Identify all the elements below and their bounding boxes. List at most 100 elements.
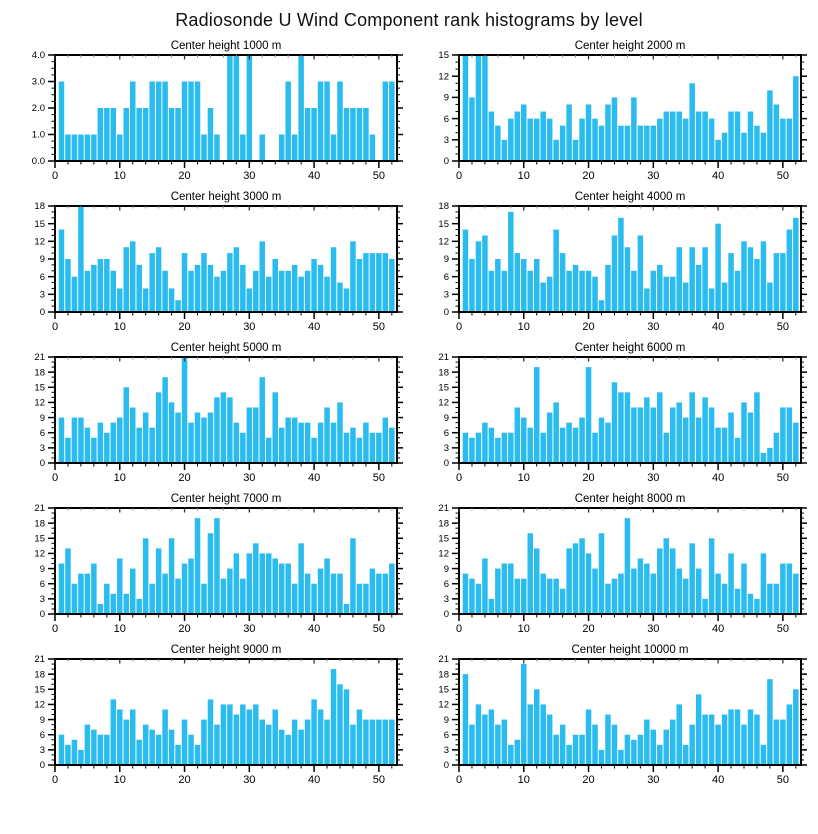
bar [298,276,304,312]
y-tick-label: 9 [40,564,45,575]
bar [91,134,97,161]
bar [356,108,363,161]
bar [58,417,65,463]
bar [168,288,175,312]
bar [285,563,291,614]
bar [285,81,291,161]
bar [110,270,117,312]
bar [734,709,741,765]
x-tick-label: 40 [308,170,320,182]
bar [793,217,799,312]
y-axis-ticks [48,507,403,615]
bar [142,412,149,463]
bars [462,367,799,463]
bar [337,573,343,614]
bar [598,417,605,463]
bar [741,241,747,312]
x-tick-label: 40 [308,472,320,484]
bar [527,533,534,614]
bar [715,139,721,161]
bar [572,264,579,312]
bar [227,704,233,765]
bar [389,259,395,312]
bar [311,108,317,161]
bar [631,739,637,765]
x-tick-label: 20 [582,170,594,182]
bar [136,598,142,614]
bar [253,704,259,765]
bar [618,749,624,765]
bar [689,392,695,463]
y-axis-ticks [452,54,807,162]
bar [501,270,508,312]
bar [369,568,376,614]
bar [181,563,188,614]
bar [78,749,84,765]
y-tick-label: 3 [444,745,449,756]
y-tick-label: 6 [40,579,45,590]
bar [579,417,585,463]
bar [291,264,298,312]
y-tick-label: 0 [444,760,449,771]
bar [253,543,259,614]
bar [695,111,702,161]
bar [702,714,708,765]
x-axis-ticks [54,659,393,772]
bar [233,714,240,765]
y-tick-label: 18 [438,201,449,212]
y-tick-label: 15 [438,684,449,695]
bar [663,538,670,614]
y-tick-label: 18 [438,669,449,680]
bar [521,578,527,614]
y-tick-label: 3 [444,135,449,146]
bar [110,108,117,161]
x-tick-label: 50 [777,170,789,182]
x-tick-label: 0 [456,321,462,333]
x-tick-label: 0 [52,623,58,635]
bar [533,259,540,312]
y-tick-label: 3 [40,745,45,756]
x-tick-label: 10 [114,170,126,182]
bar [605,104,611,161]
bars [58,669,395,765]
histogram-panel-9: Center height 9000 m 0 10 20 30 40 50 0 3 6 9 12 15 1… [34,644,403,786]
bar [278,270,285,312]
bar [214,276,220,312]
bar [488,709,495,765]
bar [71,417,78,463]
bar [521,104,527,161]
bar [175,300,181,312]
y-tick-label: 0.0 [32,156,45,167]
x-axis-ticks [458,357,797,470]
bar [566,548,572,614]
bar [188,270,194,312]
panel-title: Center height 4000 m [575,191,686,203]
bar [715,223,721,312]
x-axis-ticks [54,508,393,621]
y-tick-label: 9 [444,715,449,726]
y-tick-label: 21 [34,352,45,363]
bar [553,139,559,161]
bar [773,583,780,614]
bar [514,253,521,312]
bar [793,422,799,463]
y-tick-label: 6 [40,272,45,283]
bar [330,247,337,312]
bar [65,134,71,161]
x-tick-label: 10 [114,623,126,635]
bar [721,583,728,614]
bar [311,699,317,765]
bar [240,578,246,614]
bar [689,83,695,161]
plot-border [54,658,398,766]
y-tick-label: 15 [438,219,449,230]
bar [767,90,773,161]
bar [786,229,793,312]
bar [644,288,650,312]
y-tick-label: 18 [438,518,449,529]
bar [350,538,356,614]
bar [579,118,585,161]
bar [142,538,149,614]
y-tick-label: 3 [444,290,449,301]
bars [58,206,395,312]
